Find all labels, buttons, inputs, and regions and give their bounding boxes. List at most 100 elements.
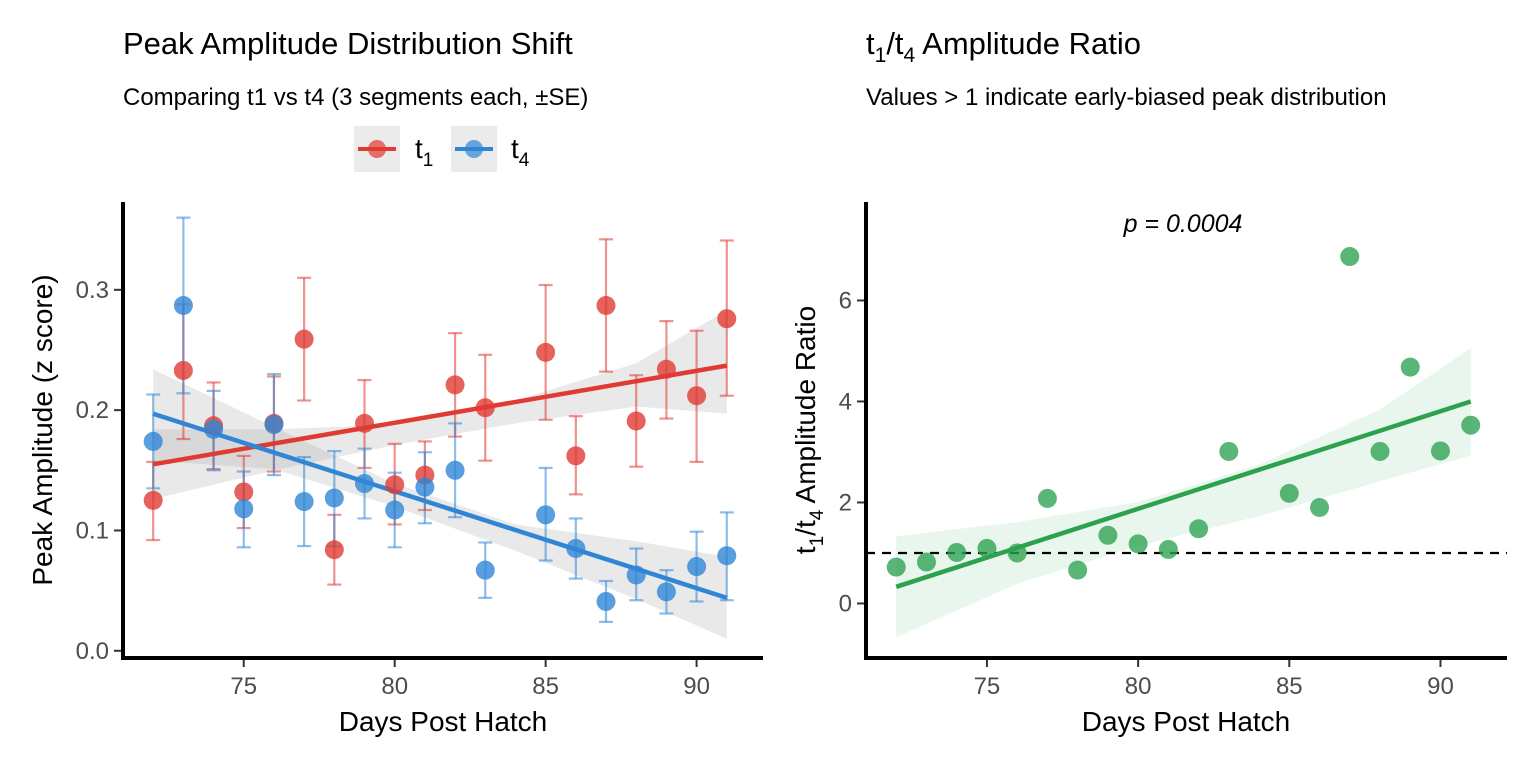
left-x-tick-label: 80 <box>381 673 408 700</box>
p-value-annotation: p = 0.0004 <box>1123 210 1243 238</box>
left-axis-ticks: 75 80 85 90 0.0 0.1 0.2 0.3 <box>76 277 710 700</box>
data-point-t4 <box>324 488 344 508</box>
data-point-t1 <box>626 411 646 431</box>
data-point-t4 <box>596 591 616 611</box>
data-point-t1 <box>717 309 737 329</box>
left-y-tick-label: 0.2 <box>76 397 109 424</box>
data-point-ratio <box>1128 534 1148 554</box>
legend-label-t4-subscript: 4 <box>519 150 530 171</box>
data-point-ratio <box>1430 441 1450 461</box>
right-title-subscript-4: 4 <box>904 44 916 67</box>
right-y-tick-label: 4 <box>839 388 852 415</box>
trend-line-t1 <box>152 363 728 467</box>
data-point-t1 <box>355 413 375 433</box>
right-title-subscript-1: 1 <box>875 44 887 67</box>
right-chart-title: t1/t4 Amplitude Ratio <box>866 26 1141 67</box>
data-point-ratio <box>1037 488 1057 508</box>
right-title-rest: Amplitude Ratio <box>915 26 1141 61</box>
left-plot-area <box>143 216 737 639</box>
data-point-t1 <box>687 386 707 406</box>
data-point-t4 <box>536 505 556 525</box>
data-point-t4 <box>173 295 193 315</box>
data-point-t4 <box>415 477 435 497</box>
left-y-tick-label: 0.1 <box>76 517 109 544</box>
left-y-tick-label: 0.0 <box>76 638 109 665</box>
right-x-axis-label: Days Post Hatch <box>1082 706 1291 737</box>
data-point-t1 <box>173 360 193 380</box>
right-y-axis-label: t1/t4 Amplitude Ratio <box>790 306 828 554</box>
data-point-ratio <box>1279 483 1299 503</box>
data-point-t1 <box>566 446 586 466</box>
data-point-ratio <box>977 538 997 558</box>
data-point-t4 <box>626 565 646 585</box>
legend-label-t4: t4 <box>511 133 530 171</box>
left-chart-subtitle: Comparing t1 vs t4 (3 segments each, ±SE… <box>123 84 588 111</box>
data-point-t4 <box>294 492 314 512</box>
data-point-t1 <box>385 475 405 495</box>
left-x-tick-label: 75 <box>230 673 257 700</box>
data-point-ratio <box>1068 560 1088 580</box>
data-point-ratio <box>1461 415 1481 435</box>
data-point-t1 <box>324 540 344 560</box>
right-x-tick-label: 90 <box>1427 673 1454 700</box>
data-point-t4 <box>143 431 163 451</box>
legend-label-t1: t1 <box>415 133 433 171</box>
legend-label-t1-subscript: 1 <box>423 150 434 171</box>
data-point-ratio <box>1310 498 1330 518</box>
data-point-ratio <box>916 552 936 572</box>
right-ylabel-mid: /t <box>790 520 821 536</box>
data-point-t1 <box>234 482 254 502</box>
data-point-t1 <box>596 295 616 315</box>
data-point-ratio <box>1189 519 1209 539</box>
data-point-t1 <box>445 375 465 395</box>
right-ylabel-base: t <box>790 546 821 554</box>
right-chart-panel: t1/t4 Amplitude Ratio Values > 1 indicat… <box>790 26 1507 737</box>
right-plot-area <box>866 247 1507 638</box>
trend-line-ratio <box>895 399 1472 589</box>
data-point-ratio <box>1340 247 1360 267</box>
data-point-ratio <box>1158 539 1178 559</box>
right-ylabel-subscript-1: 1 <box>807 536 828 547</box>
data-point-t4 <box>687 557 707 577</box>
legend-key-t1-marker <box>368 140 386 158</box>
right-y-tick-label: 2 <box>839 489 852 516</box>
data-point-t4 <box>385 500 405 520</box>
right-y-tick-label: 0 <box>839 590 852 617</box>
left-chart-legend: t1 t4 <box>354 126 530 172</box>
data-point-t4 <box>656 582 676 602</box>
data-point-ratio <box>1370 441 1390 461</box>
data-point-t1 <box>536 342 556 362</box>
data-point-ratio <box>1098 525 1118 545</box>
left-chart-panel: Peak Amplitude Distribution Shift Compar… <box>27 26 763 737</box>
data-point-ratio <box>1400 357 1420 377</box>
right-x-tick-label: 75 <box>974 673 1001 700</box>
data-point-t1 <box>294 329 314 349</box>
data-point-t4 <box>264 415 284 435</box>
right-chart-subtitle: Values > 1 indicate early-biased peak di… <box>866 84 1387 111</box>
left-x-axis-label: Days Post Hatch <box>339 706 548 737</box>
right-x-tick-label: 80 <box>1125 673 1152 700</box>
data-point-t4 <box>355 474 375 494</box>
right-axis-ticks: 75 80 85 90 0 2 4 6 <box>839 287 1454 700</box>
left-chart-title: Peak Amplitude Distribution Shift <box>123 26 573 61</box>
legend-label-t1-base: t <box>415 133 423 164</box>
data-point-t4 <box>234 499 254 519</box>
data-point-t4 <box>566 539 586 559</box>
data-point-t1 <box>656 359 676 379</box>
data-point-ratio <box>1219 441 1239 461</box>
left-y-axis-label: Peak Amplitude (z score) <box>27 274 58 585</box>
right-x-tick-label: 85 <box>1276 673 1303 700</box>
data-point-t1 <box>143 490 163 510</box>
data-point-ratio <box>947 542 967 562</box>
left-x-tick-label: 85 <box>532 673 559 700</box>
data-point-ratio <box>1007 543 1027 563</box>
data-point-t1 <box>475 398 495 418</box>
legend-label-t4-base: t <box>511 133 519 164</box>
data-point-t4 <box>717 546 737 566</box>
left-y-tick-label: 0.3 <box>76 277 109 304</box>
data-point-t4 <box>475 560 495 580</box>
legend-key-t4-marker <box>465 140 483 158</box>
right-ylabel-subscript-4: 4 <box>807 509 828 520</box>
data-point-t4 <box>204 419 224 439</box>
